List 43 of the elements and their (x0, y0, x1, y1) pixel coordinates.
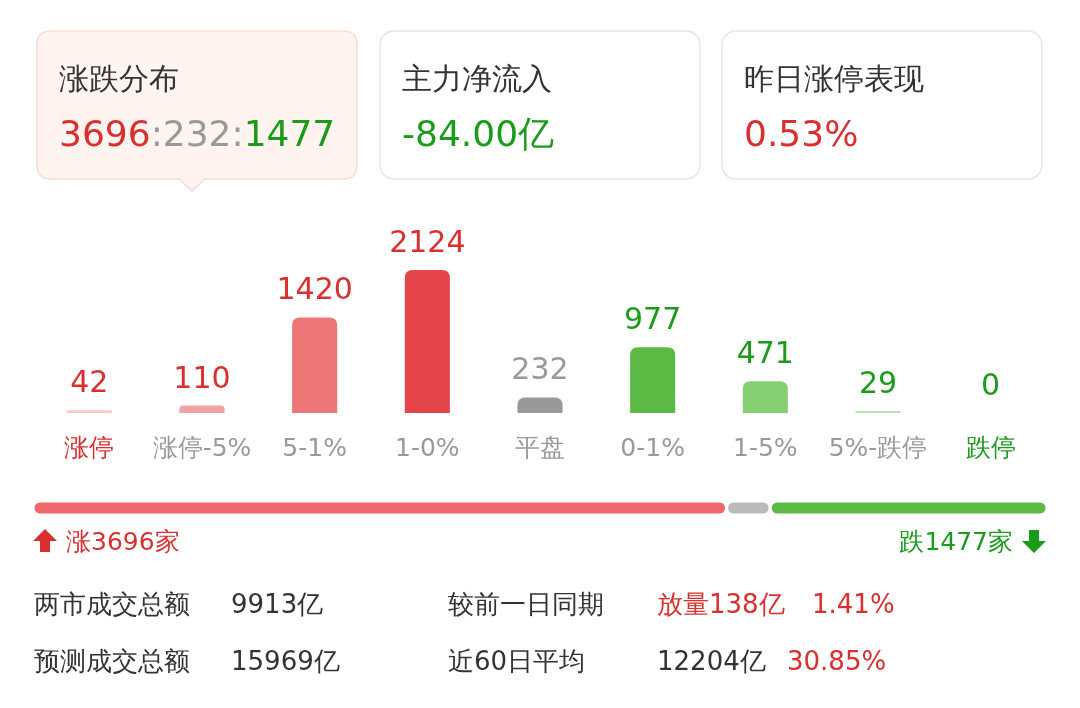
x-tick-label: 1-5% (733, 433, 798, 462)
text: 12204亿 (657, 646, 766, 676)
x-tick-label: 0-1% (620, 433, 685, 462)
text: 昨日涨停表现 (744, 61, 924, 96)
text: 预测成交总额 (34, 646, 190, 676)
data-label: 2124 (389, 224, 466, 259)
data-label: 0 (981, 367, 1001, 402)
data-label: 977 (624, 301, 682, 337)
text: 涨3696家 (66, 527, 180, 556)
bar (404, 270, 450, 413)
bar (179, 405, 225, 413)
bar (630, 347, 676, 413)
x-tick-label: 1-0% (395, 433, 460, 462)
text: 15969亿 (231, 646, 340, 676)
bar (517, 397, 563, 413)
data-label: 471 (736, 335, 794, 371)
data-label: 42 (70, 364, 109, 400)
text: 涨跌分布 (59, 61, 179, 96)
text: 两市成交总额 (34, 589, 190, 619)
text: 1.41% (812, 589, 895, 619)
text: 较前一日同期 (448, 589, 604, 619)
text: 近60日平均 (448, 646, 586, 676)
data-label: 232 (511, 351, 569, 387)
text: 主力净流入 (402, 61, 552, 96)
text: 跌1477家 (899, 527, 1013, 556)
text: 3696:232:1477 (59, 113, 336, 154)
x-tick-label: 涨停 (64, 433, 115, 462)
x-tick-label: 跌停 (965, 433, 1016, 462)
text: 9913亿 (231, 589, 324, 619)
text: 放量138亿 (657, 589, 785, 619)
text: 0.53% (744, 113, 859, 154)
x-tick-label: 5%-跌停 (828, 433, 928, 462)
x-tick-label: 平盘 (515, 433, 565, 462)
data-label: 29 (858, 365, 898, 401)
data-label: 110 (173, 359, 231, 395)
text: -84.00亿 (402, 113, 555, 154)
text: 30.85% (787, 646, 887, 676)
x-tick-label: 涨停-5% (152, 433, 252, 462)
bar (292, 317, 338, 413)
x-tick-label: 5-1% (282, 433, 347, 462)
bar (742, 381, 788, 413)
bar (66, 410, 112, 413)
data-label: 1420 (276, 271, 353, 307)
